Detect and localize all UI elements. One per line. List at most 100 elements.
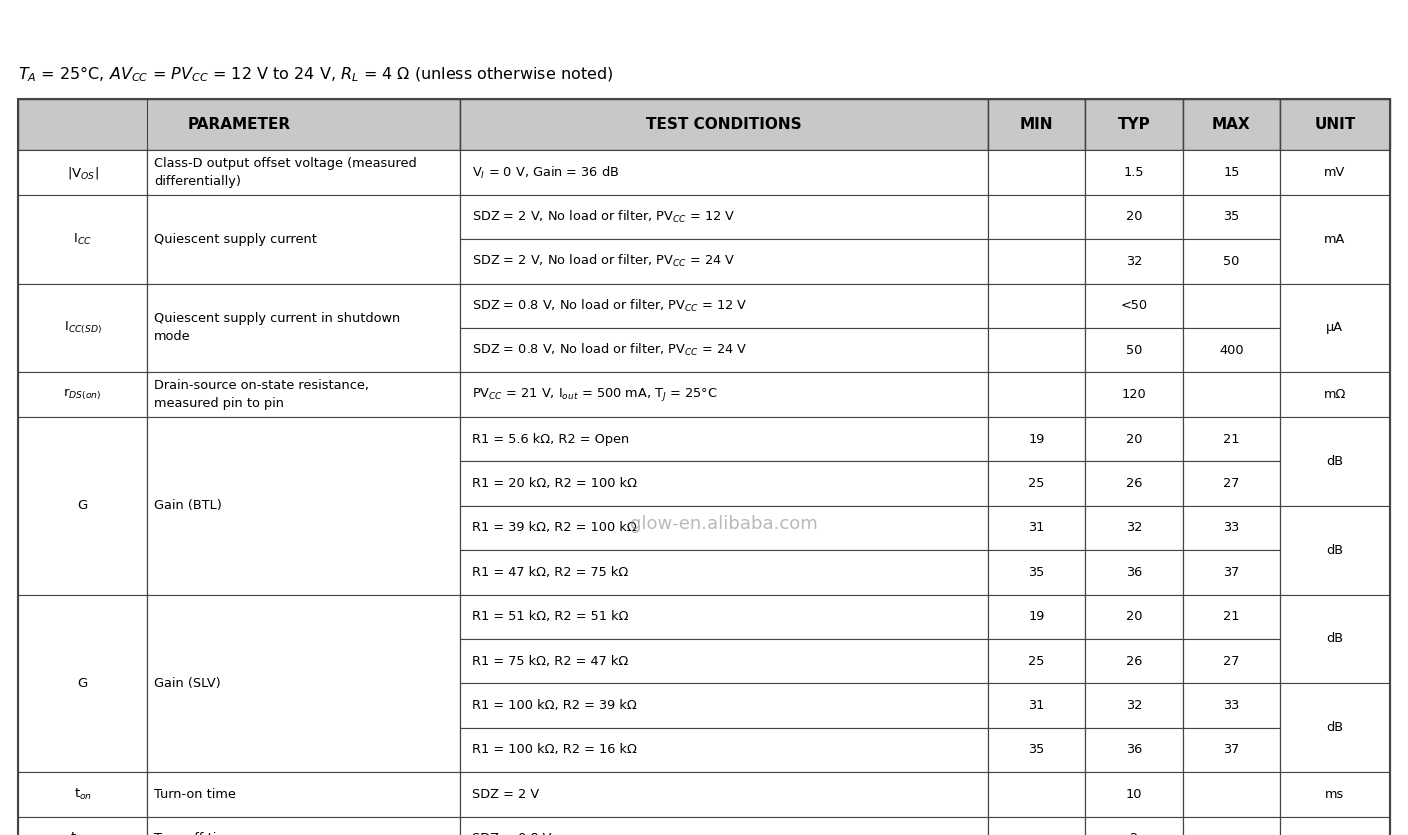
Bar (18, 417, 148, 595)
Bar (460, 284, 988, 328)
Text: UNIT: UNIT (1314, 117, 1356, 132)
Text: 35: 35 (1028, 566, 1045, 579)
Bar (988, 461, 1086, 506)
Text: μs: μs (1328, 832, 1342, 835)
Text: 400: 400 (1219, 344, 1243, 357)
Bar (1183, 99, 1280, 150)
Bar (460, 150, 988, 195)
Bar (988, 99, 1086, 150)
Bar (988, 817, 1086, 835)
Bar (1086, 639, 1183, 683)
Bar (1086, 99, 1183, 150)
Bar (1183, 372, 1280, 417)
Text: Quiescent supply current in shutdown
mode: Quiescent supply current in shutdown mod… (155, 312, 400, 343)
Text: SDZ = 2 V, No load or filter, PV$_{CC}$ = 12 V: SDZ = 2 V, No load or filter, PV$_{CC}$ … (472, 209, 735, 225)
Bar (988, 772, 1086, 817)
Text: 19: 19 (1028, 433, 1045, 446)
Text: ms: ms (1325, 788, 1345, 801)
Bar (1086, 239, 1183, 284)
Text: Gain (BTL): Gain (BTL) (155, 499, 222, 512)
Text: 26: 26 (1126, 477, 1142, 490)
Text: R1 = 47 kΩ, R2 = 75 kΩ: R1 = 47 kΩ, R2 = 75 kΩ (472, 566, 628, 579)
Text: R1 = 20 kΩ, R2 = 100 kΩ: R1 = 20 kΩ, R2 = 100 kΩ (472, 477, 636, 490)
Text: 21: 21 (1224, 433, 1239, 446)
Bar (1086, 550, 1183, 595)
Bar (1183, 239, 1280, 284)
Text: 27: 27 (1224, 655, 1239, 668)
Text: I$_{CC}$: I$_{CC}$ (73, 231, 92, 246)
Text: R1 = 51 kΩ, R2 = 51 kΩ: R1 = 51 kΩ, R2 = 51 kΩ (472, 610, 628, 623)
Text: |V$_{OS}$|: |V$_{OS}$| (66, 164, 99, 180)
Text: R1 = 5.6 kΩ, R2 = Open: R1 = 5.6 kΩ, R2 = Open (472, 433, 629, 446)
Text: Drain-source on-state resistance,
measured pin to pin: Drain-source on-state resistance, measur… (155, 379, 369, 410)
Bar (1280, 417, 1390, 506)
Text: 26: 26 (1126, 655, 1142, 668)
Bar (18, 595, 148, 772)
Text: V$_{I}$ = 0 V, Gain = 36 dB: V$_{I}$ = 0 V, Gain = 36 dB (472, 164, 620, 180)
Text: MIN: MIN (1019, 117, 1053, 132)
Bar (460, 728, 988, 772)
Bar (1086, 506, 1183, 550)
Bar (460, 195, 988, 239)
Text: Class-D output offset voltage (measured
differentially): Class-D output offset voltage (measured … (155, 157, 417, 188)
Text: I$_{CC(SD)}$: I$_{CC(SD)}$ (63, 320, 101, 337)
Text: TYP: TYP (1118, 117, 1150, 132)
Text: r$_{DS(on)}$: r$_{DS(on)}$ (63, 387, 101, 402)
Bar (18, 150, 148, 195)
Text: mV: mV (1324, 166, 1346, 179)
Bar (1086, 372, 1183, 417)
Text: mA: mA (1324, 233, 1346, 245)
Text: t$_{on}$: t$_{on}$ (73, 787, 92, 802)
Bar (1280, 683, 1390, 772)
Text: R1 = 100 kΩ, R2 = 16 kΩ: R1 = 100 kΩ, R2 = 16 kΩ (472, 743, 636, 757)
Text: 1.5: 1.5 (1124, 166, 1145, 179)
Text: 2: 2 (1129, 832, 1138, 835)
Text: 36: 36 (1126, 743, 1142, 757)
Text: mΩ: mΩ (1324, 388, 1346, 401)
Bar (148, 417, 460, 595)
Bar (1280, 506, 1390, 595)
Text: TEST CONDITIONS: TEST CONDITIONS (646, 117, 801, 132)
Bar (18, 195, 148, 284)
Text: 20: 20 (1125, 433, 1142, 446)
Text: MAX: MAX (1212, 117, 1250, 132)
Text: dB: dB (1326, 544, 1343, 557)
Bar (1086, 195, 1183, 239)
Bar (988, 639, 1086, 683)
Bar (1086, 772, 1183, 817)
Text: 25: 25 (1028, 655, 1045, 668)
Bar (1183, 817, 1280, 835)
Text: 27: 27 (1224, 477, 1239, 490)
Bar (988, 284, 1086, 328)
Bar (460, 817, 988, 835)
Bar (988, 150, 1086, 195)
Text: 120: 120 (1122, 388, 1146, 401)
Bar (988, 328, 1086, 372)
Bar (460, 417, 988, 461)
Text: G: G (77, 677, 87, 690)
Text: SDZ = 2 V: SDZ = 2 V (472, 788, 539, 801)
Bar (1183, 595, 1280, 639)
Text: SDZ = 0.8 V: SDZ = 0.8 V (472, 832, 552, 835)
Bar (460, 328, 988, 372)
Text: dB: dB (1326, 455, 1343, 468)
Text: Quiescent supply current: Quiescent supply current (155, 233, 317, 245)
Bar (18, 817, 148, 835)
Text: 31: 31 (1028, 699, 1045, 712)
Text: PARAMETER: PARAMETER (187, 117, 290, 132)
Bar (1086, 817, 1183, 835)
Bar (1280, 150, 1390, 195)
Text: 50: 50 (1224, 255, 1239, 268)
Text: 19: 19 (1028, 610, 1045, 623)
Bar (988, 372, 1086, 417)
Bar (1086, 328, 1183, 372)
Text: $T_A$ = 25°C, $AV_{CC}$ = $PV_{CC}$ = 12 V to 24 V, $R_L$ = 4 Ω (unless otherwis: $T_A$ = 25°C, $AV_{CC}$ = $PV_{CC}$ = 12… (18, 64, 614, 84)
Text: PV$_{CC}$ = 21 V, I$_{out}$ = 500 mA, T$_{J}$ = 25°C: PV$_{CC}$ = 21 V, I$_{out}$ = 500 mA, T$… (472, 386, 717, 403)
Bar (988, 550, 1086, 595)
Text: 21: 21 (1224, 610, 1239, 623)
Bar (460, 683, 988, 728)
Text: 37: 37 (1224, 566, 1239, 579)
Text: 20: 20 (1125, 610, 1142, 623)
Bar (460, 772, 988, 817)
Text: 36: 36 (1126, 566, 1142, 579)
